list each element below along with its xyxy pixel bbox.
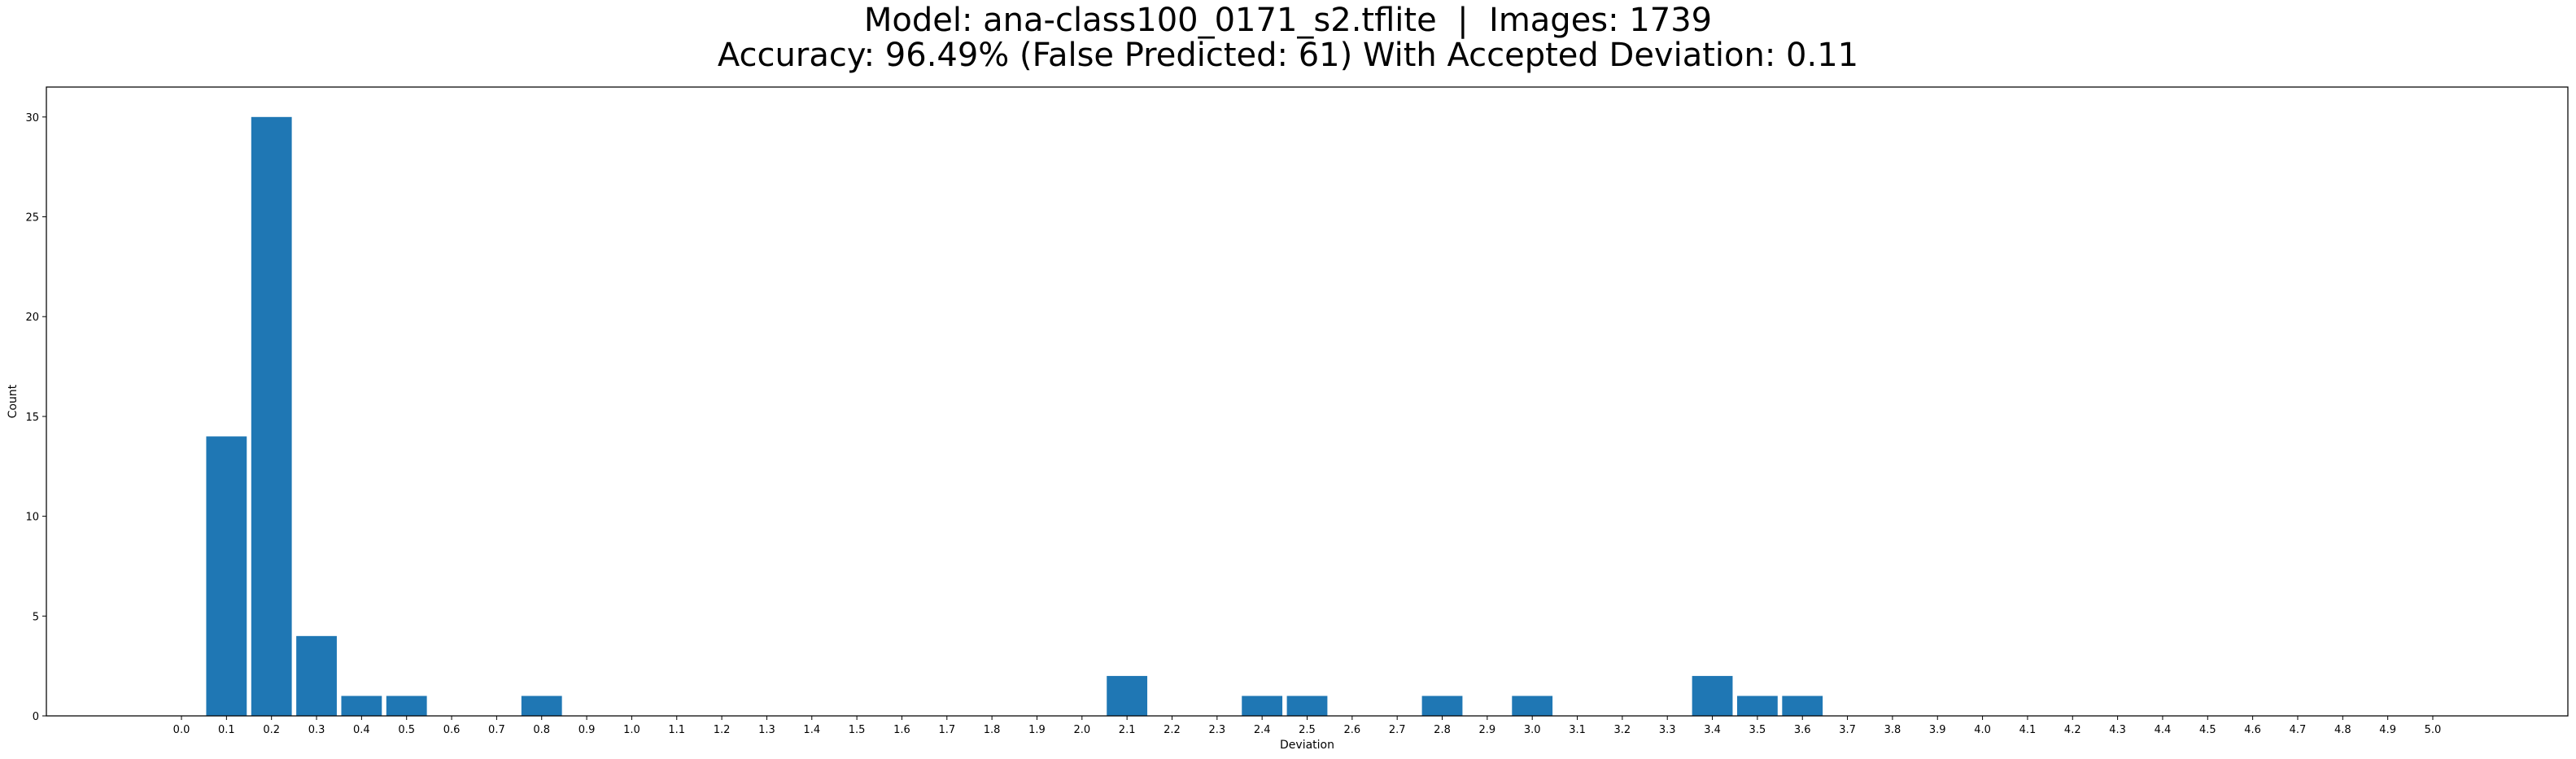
x-tick-label: 0.3 bbox=[308, 724, 325, 736]
x-tick-label: 3.1 bbox=[1569, 724, 1586, 736]
x-tick-label: 1.6 bbox=[893, 724, 910, 736]
x-axis-label: Deviation bbox=[1280, 739, 1334, 752]
bar-2-4 bbox=[1242, 696, 1283, 716]
y-tick-label: 25 bbox=[25, 212, 39, 225]
x-tick-label: 1.5 bbox=[849, 724, 866, 736]
y-tick-label: 5 bbox=[33, 611, 39, 623]
x-tick-label: 2.7 bbox=[1389, 724, 1406, 736]
x-tick-label: 2.2 bbox=[1164, 724, 1181, 736]
chart-title-line-2: Accuracy: 96.49% (False Predicted: 61) W… bbox=[717, 37, 1859, 74]
x-tick-label: 0.6 bbox=[443, 724, 461, 736]
plot-frame bbox=[46, 86, 2569, 717]
x-tick-label: 4.4 bbox=[2155, 724, 2172, 736]
x-tick-label: 1.0 bbox=[623, 724, 640, 736]
bar-0-2 bbox=[251, 116, 292, 717]
x-tick-label: 4.1 bbox=[2019, 724, 2037, 736]
x-tick-label: 3.5 bbox=[1749, 724, 1766, 736]
x-tick-label: 1.7 bbox=[938, 724, 955, 736]
x-tick-label: 3.9 bbox=[1929, 724, 1946, 736]
bar-2-5 bbox=[1286, 696, 1328, 716]
x-tick-label: 1.9 bbox=[1028, 724, 1046, 736]
x-tick-label: 3.3 bbox=[1659, 724, 1676, 736]
y-tick-label: 15 bbox=[25, 412, 39, 424]
x-tick-label: 3.2 bbox=[1614, 724, 1631, 736]
x-tick-label: 3.8 bbox=[1884, 724, 1901, 736]
x-tick-label: 3.0 bbox=[1524, 724, 1541, 736]
x-tick-label: 4.9 bbox=[2379, 724, 2396, 736]
x-tick-label: 5.0 bbox=[2425, 724, 2442, 736]
bar-2-1 bbox=[1107, 675, 1148, 716]
bar-0-4 bbox=[341, 696, 382, 716]
bar-3-6 bbox=[1782, 696, 1823, 716]
x-tick-label: 0.5 bbox=[398, 724, 415, 736]
bar-2-8 bbox=[1421, 696, 1463, 716]
x-tick-label: 4.2 bbox=[2064, 724, 2081, 736]
x-tick-label: 4.7 bbox=[2290, 724, 2307, 736]
chart-title-line-1: Model: ana-class100_0171_s2.tflite | Ima… bbox=[863, 2, 1713, 39]
x-tick-label: 4.5 bbox=[2199, 724, 2216, 736]
bar-0-8 bbox=[521, 696, 562, 716]
x-tick-label: 4.6 bbox=[2244, 724, 2261, 736]
x-tick-label: 1.4 bbox=[803, 724, 820, 736]
bar-0-5 bbox=[386, 696, 427, 716]
x-axis: 0.0 0.1 0.2 0.3 0.4 0.5 0.6 0.7 0.8 0.9 1.0 1.1 1.2 1… bbox=[173, 716, 2442, 736]
x-tick-label: 2.6 bbox=[1343, 724, 1360, 736]
x-tick-label: 0.0 bbox=[173, 724, 190, 736]
x-tick-label: 2.5 bbox=[1299, 724, 1316, 736]
bar-0-1 bbox=[206, 436, 247, 716]
y-tick-label: 10 bbox=[25, 512, 39, 524]
x-tick-label: 2.9 bbox=[1479, 724, 1496, 736]
y-tick-label: 20 bbox=[25, 312, 39, 324]
x-tick-label: 1.8 bbox=[984, 724, 1001, 736]
x-tick-label: 2.8 bbox=[1434, 724, 1451, 736]
x-tick-label: 0.4 bbox=[353, 724, 370, 736]
x-tick-label: 4.8 bbox=[2334, 724, 2351, 736]
bar-3-5 bbox=[1736, 696, 1778, 716]
y-axis-label: Count bbox=[7, 384, 20, 418]
bar-0-3 bbox=[296, 635, 337, 716]
x-tick-label: 4.0 bbox=[1974, 724, 1991, 736]
y-tick-label: 30 bbox=[25, 112, 39, 124]
x-tick-label: 1.2 bbox=[714, 724, 731, 736]
x-tick-label: 0.7 bbox=[488, 724, 505, 736]
x-tick-label: 3.4 bbox=[1704, 724, 1721, 736]
x-tick-label: 2.3 bbox=[1208, 724, 1225, 736]
x-tick-label: 1.3 bbox=[758, 724, 775, 736]
x-tick-label: 3.7 bbox=[1839, 724, 1856, 736]
x-tick-label: 3.6 bbox=[1794, 724, 1811, 736]
bar-3-4 bbox=[1692, 675, 1733, 716]
x-tick-label: 2.4 bbox=[1254, 724, 1271, 736]
bars-group bbox=[206, 116, 1823, 717]
y-axis: 0 5 10 15 20 25 30 bbox=[25, 112, 46, 723]
x-tick-label: 0.2 bbox=[263, 724, 280, 736]
x-tick-label: 2.0 bbox=[1073, 724, 1090, 736]
x-tick-label: 4.3 bbox=[2109, 724, 2126, 736]
x-tick-label: 1.1 bbox=[668, 724, 685, 736]
x-tick-label: 0.8 bbox=[533, 724, 550, 736]
y-tick-label: 0 bbox=[33, 711, 39, 723]
x-tick-label: 0.1 bbox=[218, 724, 235, 736]
x-tick-label: 2.1 bbox=[1119, 724, 1136, 736]
bar-3 bbox=[1512, 696, 1553, 716]
x-tick-label: 0.9 bbox=[579, 724, 596, 736]
